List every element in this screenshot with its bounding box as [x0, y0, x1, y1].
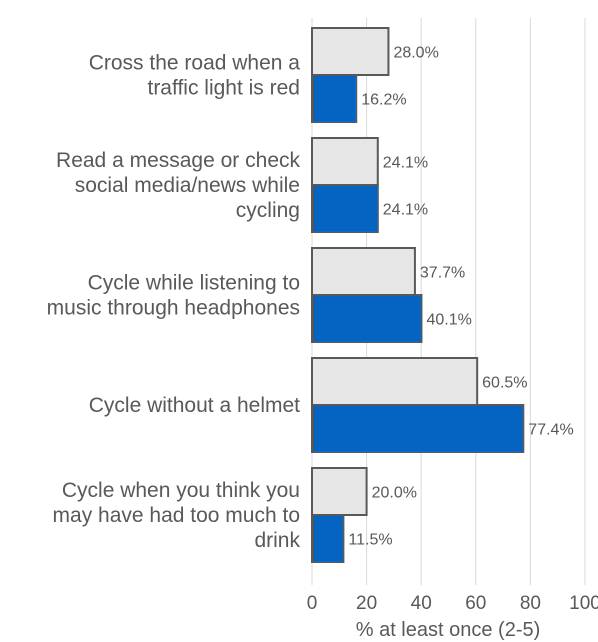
category-label: drink: [254, 529, 300, 552]
bar: [311, 137, 379, 186]
category-label: Cycle while listening to: [88, 272, 300, 295]
data-label: 16.2%: [361, 92, 406, 109]
x-tick-label: 20: [356, 593, 377, 614]
data-label: 24.1%: [383, 155, 428, 172]
bar: [311, 514, 345, 563]
x-tick-label: 100: [569, 593, 598, 614]
bar: [311, 27, 390, 76]
data-label: 28.0%: [393, 45, 438, 62]
data-label: 40.1%: [426, 312, 471, 329]
bar: [311, 74, 358, 123]
data-labels: 28.0% 16.2% 24.1% 24.1% 37.7% 40.1% 60.5% 77.4%…: [348, 45, 573, 549]
data-label: 20.0%: [372, 485, 417, 502]
data-label: 24.1%: [383, 202, 428, 219]
x-axis-title: % at least once (2-5): [356, 619, 541, 641]
category-label: music through headphones: [47, 297, 300, 320]
bars: [311, 27, 525, 563]
x-tick-label: 40: [411, 593, 432, 614]
bar: [311, 404, 525, 453]
x-tick-label: 0: [307, 593, 318, 614]
category-label: may have had too much to: [53, 504, 300, 527]
category-label: social media/news while: [75, 174, 300, 197]
category-label: Cycle when you think you: [62, 479, 300, 502]
category-label: Read a message or check: [56, 149, 300, 172]
x-tick-label: 60: [465, 593, 486, 614]
data-label: 11.5%: [348, 532, 392, 549]
category-label: Cross the road when a: [89, 52, 301, 75]
category-label: cycling: [236, 199, 300, 222]
bar: [311, 184, 379, 233]
bar: [311, 467, 368, 516]
bar: [311, 247, 416, 296]
data-label: 60.5%: [482, 375, 527, 392]
data-label: 37.7%: [420, 265, 465, 282]
x-axis-ticks: 0 20 40 60 80 100: [307, 593, 598, 614]
data-label: 77.4%: [528, 422, 573, 439]
bar: [311, 357, 479, 406]
category-label: traffic light is red: [147, 77, 300, 100]
bar: [311, 294, 423, 343]
x-tick-label: 80: [520, 593, 541, 614]
category-label: Cycle without a helmet: [89, 394, 300, 417]
